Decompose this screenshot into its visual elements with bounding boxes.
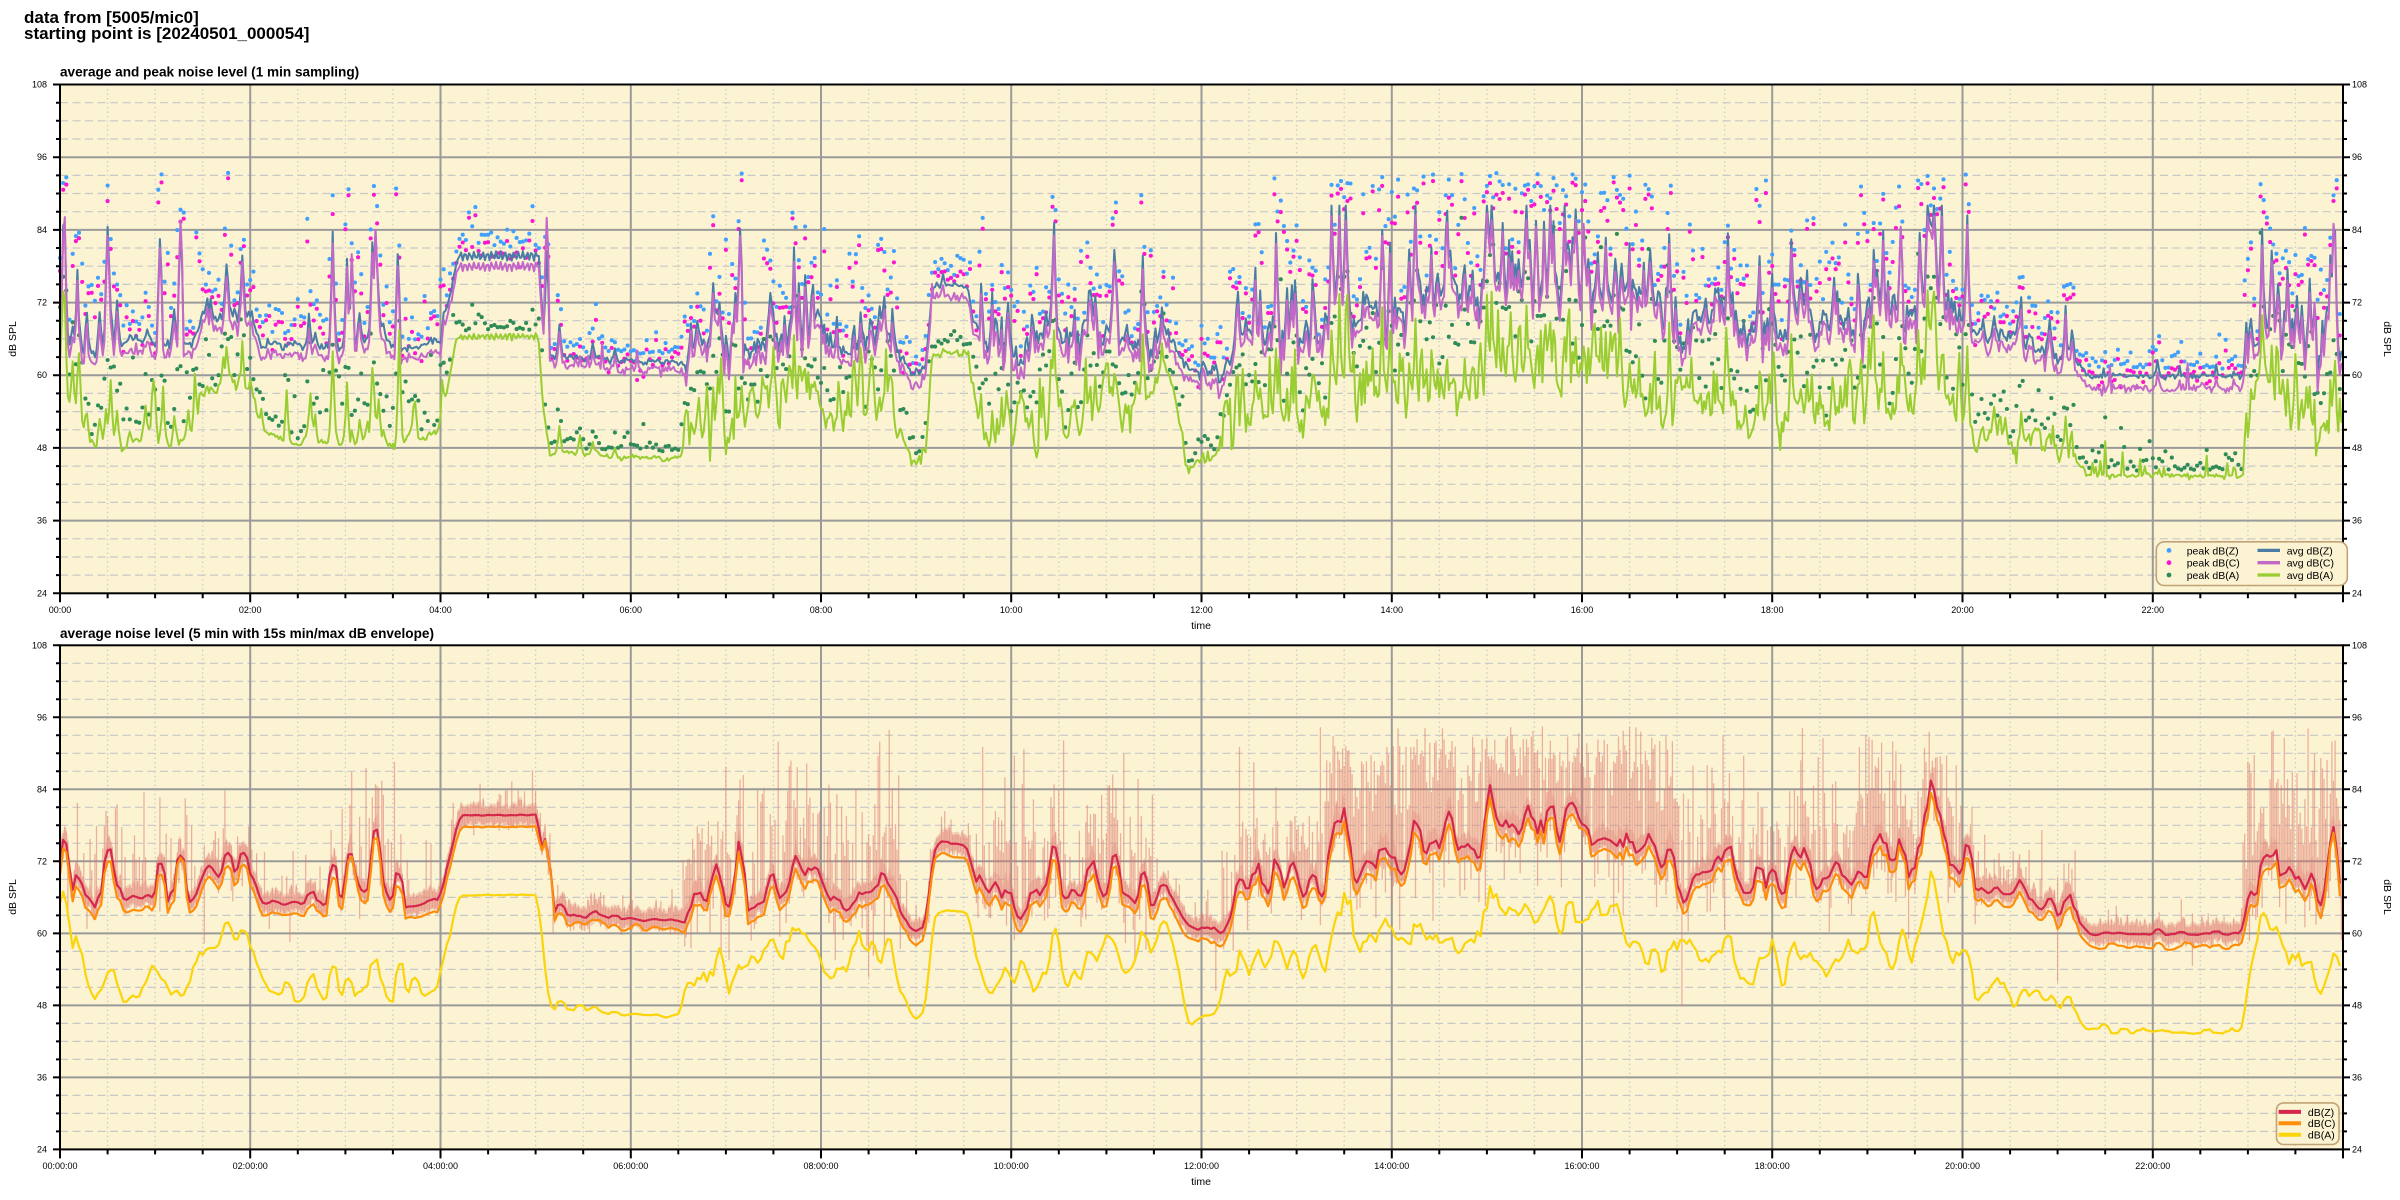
svg-text:dB(Z): dB(Z) [2308, 1107, 2334, 1119]
svg-text:84: 84 [37, 225, 47, 235]
svg-text:14:00: 14:00 [1381, 605, 1404, 615]
svg-text:96: 96 [37, 712, 47, 722]
svg-text:dB SPL: dB SPL [2381, 321, 2393, 357]
svg-text:96: 96 [2352, 712, 2362, 722]
svg-text:06:00: 06:00 [620, 605, 643, 615]
svg-text:108: 108 [32, 80, 47, 90]
svg-text:24: 24 [37, 588, 47, 598]
svg-text:108: 108 [2352, 80, 2367, 90]
svg-text:96: 96 [2352, 152, 2362, 162]
svg-text:72: 72 [2352, 298, 2362, 308]
svg-text:06:00:00: 06:00:00 [613, 1161, 648, 1171]
svg-text:02:00:00: 02:00:00 [233, 1161, 268, 1171]
svg-text:12:00: 12:00 [1190, 605, 1213, 615]
svg-text:10:00: 10:00 [1000, 605, 1023, 615]
svg-text:48: 48 [2352, 443, 2362, 453]
svg-text:time: time [1191, 620, 1211, 632]
svg-text:16:00:00: 16:00:00 [1564, 1161, 1599, 1171]
svg-text:00:00: 00:00 [49, 605, 72, 615]
svg-text:18:00:00: 18:00:00 [1755, 1161, 1790, 1171]
svg-text:dB SPL: dB SPL [2381, 879, 2393, 915]
svg-text:dB(C): dB(C) [2308, 1118, 2335, 1130]
svg-text:dB(A): dB(A) [2308, 1130, 2335, 1142]
svg-text:dB SPL: dB SPL [7, 321, 19, 357]
svg-text:60: 60 [2352, 928, 2362, 938]
svg-text:48: 48 [37, 443, 47, 453]
svg-text:avg dB(Z): avg dB(Z) [2287, 545, 2333, 557]
svg-text:08:00:00: 08:00:00 [803, 1161, 838, 1171]
svg-text:60: 60 [37, 928, 47, 938]
svg-text:02:00: 02:00 [239, 605, 262, 615]
svg-text:peak dB(C): peak dB(C) [2187, 558, 2240, 570]
svg-text:24: 24 [2352, 1144, 2362, 1154]
svg-text:108: 108 [2352, 640, 2367, 650]
svg-text:24: 24 [2352, 588, 2362, 598]
svg-text:data from [5005/mic0]: data from [5005/mic0] [24, 8, 199, 27]
svg-text:22:00: 22:00 [2142, 605, 2165, 615]
svg-text:peak dB(A): peak dB(A) [2187, 570, 2240, 582]
svg-text:84: 84 [37, 784, 47, 794]
svg-text:22:00:00: 22:00:00 [2135, 1161, 2170, 1171]
svg-text:00:00:00: 00:00:00 [42, 1161, 77, 1171]
svg-text:48: 48 [37, 1000, 47, 1010]
svg-text:108: 108 [32, 640, 47, 650]
svg-text:36: 36 [2352, 516, 2362, 526]
svg-text:starting point is [20240501_00: starting point is [20240501_000054] [24, 24, 309, 43]
svg-text:04:00:00: 04:00:00 [423, 1161, 458, 1171]
svg-text:08:00: 08:00 [810, 605, 833, 615]
svg-text:dB SPL: dB SPL [7, 879, 19, 915]
svg-text:time: time [1191, 1176, 1211, 1188]
svg-text:84: 84 [2352, 225, 2362, 235]
svg-text:72: 72 [37, 856, 47, 866]
svg-text:16:00: 16:00 [1571, 605, 1594, 615]
svg-text:10:00:00: 10:00:00 [994, 1161, 1029, 1171]
svg-text:84: 84 [2352, 784, 2362, 794]
svg-text:20:00: 20:00 [1951, 605, 1974, 615]
svg-text:avg dB(C): avg dB(C) [2287, 558, 2334, 570]
svg-text:04:00: 04:00 [429, 605, 452, 615]
svg-text:18:00: 18:00 [1761, 605, 1784, 615]
svg-text:average and peak noise level (: average and peak noise level (1 min samp… [60, 65, 359, 80]
svg-text:36: 36 [37, 1072, 47, 1082]
svg-text:12:00:00: 12:00:00 [1184, 1161, 1219, 1171]
svg-text:avg dB(A): avg dB(A) [2287, 570, 2334, 582]
svg-text:peak dB(Z): peak dB(Z) [2187, 545, 2239, 557]
svg-text:60: 60 [37, 370, 47, 380]
svg-text:48: 48 [2352, 1000, 2362, 1010]
svg-text:72: 72 [2352, 856, 2362, 866]
svg-text:14:00:00: 14:00:00 [1374, 1161, 1409, 1171]
svg-text:24: 24 [37, 1144, 47, 1154]
svg-text:96: 96 [37, 152, 47, 162]
svg-text:60: 60 [2352, 370, 2362, 380]
svg-text:20:00:00: 20:00:00 [1945, 1161, 1980, 1171]
svg-text:36: 36 [2352, 1072, 2362, 1082]
svg-text:36: 36 [37, 516, 47, 526]
svg-text:average noise level (5 min wit: average noise level (5 min with 15s min/… [60, 626, 434, 641]
svg-text:72: 72 [37, 298, 47, 308]
